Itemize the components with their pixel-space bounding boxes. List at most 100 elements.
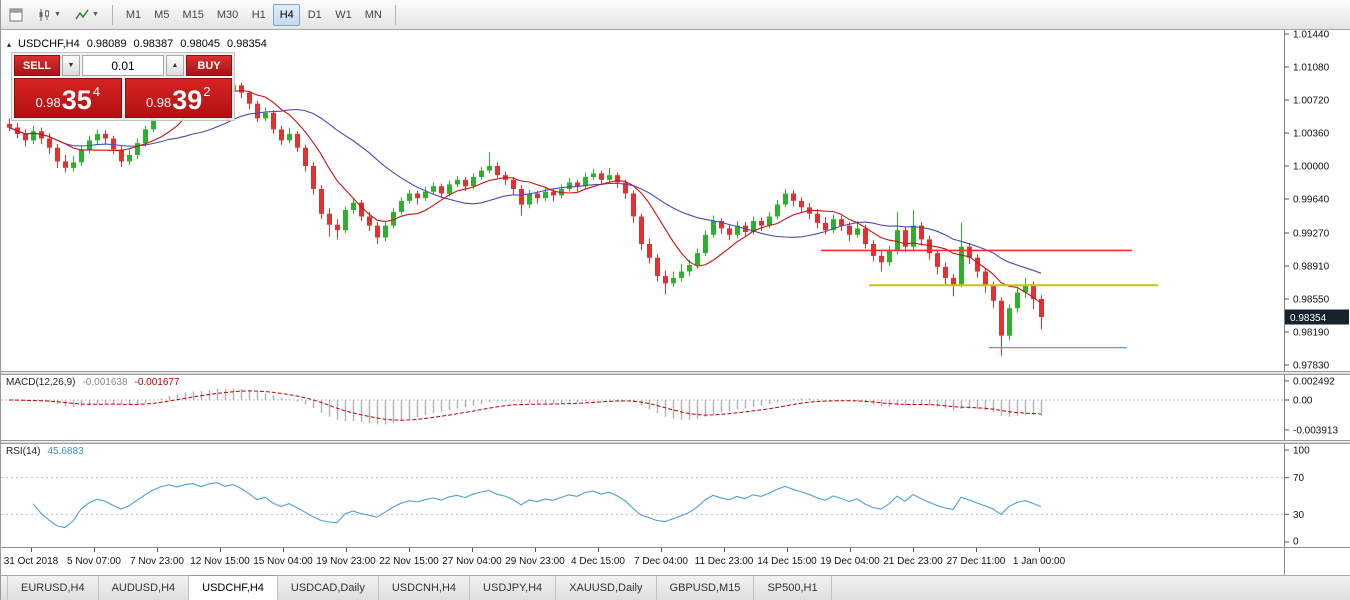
sell-button[interactable]: SELL [14, 55, 60, 76]
ohlc-open: 0.98089 [86, 38, 127, 50]
indicator-zigzag-icon [75, 9, 89, 19]
timeframe-button-h4[interactable]: H4 [273, 3, 301, 26]
time-axis-label: 15 Nov 04:00 [253, 556, 313, 567]
chart-tab-eurusd-h4[interactable]: EURUSD,H4 [7, 576, 99, 600]
time-axis-label: 5 Nov 07:00 [67, 556, 121, 567]
caret-up-icon: ▲ [171, 62, 179, 69]
macd-main-value: -0.001638 [82, 377, 128, 388]
chart-tab-xauusd-daily[interactable]: XAUUSD,Daily [556, 576, 657, 600]
chart-tab-sp500-h1[interactable]: SP500,H1 [754, 576, 832, 600]
symbol-arrow-icon: ▴ [7, 39, 12, 49]
time-axis-label: 22 Nov 15:00 [379, 556, 439, 567]
macd-axis-label: -0.003913 [1293, 425, 1338, 436]
time-axis-canvas: 31 Oct 2018 5 Nov 07:00 7 Nov 23:00 12 Nov … [1, 547, 1350, 575]
toolbar-separator [394, 4, 396, 25]
price-axis-label: 1.01080 [1293, 63, 1330, 74]
main-chart[interactable]: 1.01440 1.01080 1.00720 1.00360 1.00000 0.996… [1, 30, 1350, 371]
rsi-panel[interactable]: 100 70 30 0 RSI(14) 45.6883 [1, 444, 1350, 547]
macd-canvas[interactable]: 0.002492 0.00 -0.003913 [1, 375, 1350, 440]
price-axis-label: 1.00720 [1293, 96, 1330, 107]
time-axis[interactable]: 31 Oct 2018 5 Nov 07:00 7 Nov 23:00 12 Nov … [1, 547, 1350, 575]
sell-price-pip: 4 [92, 84, 101, 99]
sell-price-big: 35 [61, 85, 92, 116]
timeframe-button-mn[interactable]: MN [364, 8, 382, 21]
symbol-name: USDCHF,H4 [18, 38, 80, 50]
caret-down-icon: ▼ [67, 62, 75, 69]
toolbar-separator [111, 4, 113, 25]
chart-tab-usdcad-daily[interactable]: USDCAD,Daily [278, 576, 379, 600]
ohlc-close: 0.98354 [227, 38, 267, 50]
panel-splitter[interactable] [1, 440, 1350, 444]
volume-decrease-button[interactable]: ▼ [62, 55, 80, 76]
macd-label: MACD(12,26,9) -0.001638 -0.001677 [6, 377, 180, 388]
rsi-axis-label: 70 [1293, 473, 1305, 484]
macd-panel[interactable]: 0.002492 0.00 -0.003913 MACD(12,26,9) -0.0… [1, 375, 1350, 440]
sell-price-display[interactable]: 0.98 35 4 [14, 78, 122, 118]
macd-axis-label: 0.00 [1293, 396, 1313, 407]
volume-increase-button[interactable]: ▲ [166, 55, 184, 76]
macd-axis-label: 0.002492 [1293, 376, 1335, 387]
rsi-name: RSI(14) [6, 446, 41, 457]
chart-window-icon [9, 8, 23, 21]
rsi-axis-label: 100 [1293, 446, 1310, 457]
chart-tab-usdcnh-h4[interactable]: USDCNH,H4 [379, 576, 471, 600]
rsi-canvas[interactable]: 100 70 30 0 [1, 444, 1350, 547]
new-chart-button[interactable] [3, 3, 29, 27]
indicators-button[interactable]: ▼ [69, 3, 105, 27]
fast-ma-line [8, 89, 1042, 304]
sell-price-prefix: 0.98 [35, 95, 61, 110]
chevron-down-icon: ▼ [91, 11, 99, 18]
symbol-ohlc-label: ▴ USDCHF,H4 0.98089 0.98387 0.98045 0.98… [7, 38, 267, 50]
buy-price-prefix: 0.98 [145, 95, 172, 110]
slow-ma-line [8, 108, 1042, 274]
time-axis-label: 7 Nov 23:00 [130, 556, 184, 567]
macd-name: MACD(12,26,9) [6, 377, 76, 388]
current-price-badge [1285, 309, 1349, 325]
price-axis-label: 0.99270 [1293, 229, 1330, 240]
panel-splitter[interactable] [1, 371, 1350, 375]
rsi-axis-label: 30 [1293, 510, 1305, 521]
time-axis-label: 27 Nov 04:00 [442, 556, 502, 567]
timeframe-button-h1[interactable]: H1 [251, 8, 266, 21]
timeframe-button-m1[interactable]: M1 [125, 8, 142, 21]
time-axis-label: 14 Dec 15:00 [757, 556, 817, 567]
timeframe-button-w1[interactable]: W1 [335, 8, 352, 21]
macd-signal-line [8, 390, 1042, 421]
chart-tab-usdchf-h4[interactable]: USDCHF,H4 [189, 575, 278, 600]
chevron-down-icon: ▼ [54, 11, 61, 18]
macd-signal-value: -0.001677 [134, 377, 180, 388]
price-axis-label: 1.00000 [1293, 162, 1330, 173]
time-axis-label: 4 Dec 15:00 [571, 556, 625, 567]
volume-input[interactable] [82, 55, 164, 76]
chart-tabs-bar: EURUSD,H4 AUDUSD,H4 USDCHF,H4 USDCAD,Daily U… [1, 575, 1350, 600]
buy-price-display[interactable]: 0.98 39 2 [124, 78, 232, 118]
price-axis-label: 0.98190 [1293, 328, 1330, 339]
candlestick-chart-icon [39, 8, 49, 21]
toolbar: ▼ ▼ M1 M5 M15 M30 H1 H4 D1 W1 MN [1, 0, 1350, 30]
rsi-line [32, 482, 1042, 529]
time-axis-label: 1 Jan 00:00 [1013, 556, 1066, 567]
chart-tab-usdjpy-h4[interactable]: USDJPY,H4 [470, 576, 557, 600]
chart-type-button[interactable]: ▼ [31, 3, 67, 27]
buy-price-pip: 2 [203, 84, 211, 99]
timeframe-button-m5[interactable]: M5 [154, 8, 170, 21]
time-axis-label: 7 Dec 04:00 [634, 556, 688, 567]
time-axis-label: 11 Dec 23:00 [695, 556, 754, 567]
chart-tab-gbpusd-m15[interactable]: GBPUSD,M15 [657, 576, 755, 600]
macd-histogram [16, 388, 1043, 425]
buy-button[interactable]: BUY [186, 55, 232, 76]
timeframe-button-d1[interactable]: D1 [307, 8, 322, 21]
price-axis-label: 1.00360 [1293, 129, 1330, 140]
time-axis-label: 27 Dec 11:00 [947, 556, 1006, 567]
rsi-label: RSI(14) 45.6883 [6, 446, 84, 457]
time-axis-label: 19 Dec 04:00 [820, 556, 880, 567]
timeframe-button-m15[interactable]: M15 [182, 8, 204, 21]
timeframe-group: M1 M5 M15 M30 H1 H4 D1 W1 MN [120, 3, 388, 26]
main-chart-canvas[interactable]: 1.01440 1.01080 1.00720 1.00360 1.00000 0.996… [1, 30, 1350, 371]
chart-tab-audusd-h4[interactable]: AUDUSD,H4 [99, 576, 190, 600]
buy-price-big: 39 [172, 85, 203, 116]
ohlc-low: 0.98045 [180, 38, 221, 50]
ohlc-high: 0.98387 [133, 38, 174, 50]
timeframe-button-m30[interactable]: M30 [216, 8, 239, 21]
